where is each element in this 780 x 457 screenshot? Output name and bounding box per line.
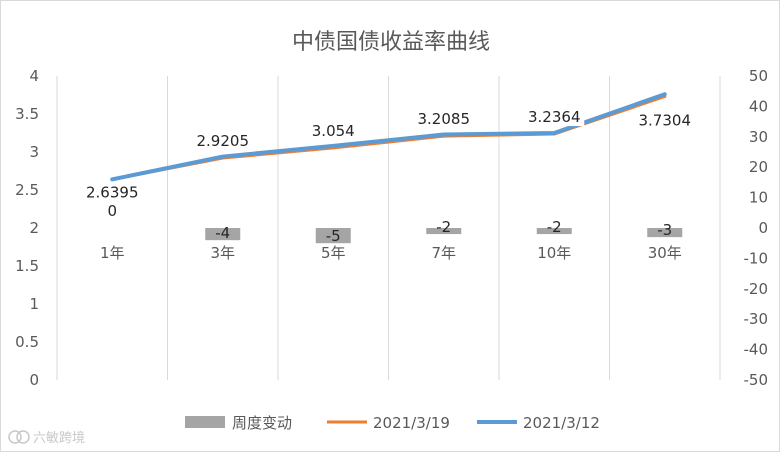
bar-data-label: -3	[657, 221, 672, 239]
series-point	[221, 155, 224, 158]
left-axis: 0 0.5 1 1.5 2 2.5 3 3.5 4	[15, 67, 39, 389]
right-axis-tick-label: 30	[749, 128, 768, 146]
category-label: 30年	[648, 244, 682, 262]
line-data-label: 3.054	[312, 122, 355, 140]
left-axis-tick-label: 0.5	[15, 333, 39, 351]
category-label: 1年	[100, 244, 125, 262]
right-axis-tick-label: -50	[744, 371, 769, 389]
watermark-text: 六敏跨境	[33, 431, 85, 446]
right-axis-tick-label: -40	[744, 341, 769, 359]
bar-data-label: 0	[107, 202, 117, 220]
left-axis-tick-label: 3.5	[15, 105, 39, 123]
line-data-label: 3.2085	[418, 110, 471, 128]
category-label: 5年	[321, 244, 346, 262]
legend-bar-swatch	[185, 416, 225, 428]
legend-label: 周度变动	[232, 414, 292, 432]
left-axis-tick-label: 4	[29, 67, 39, 85]
grid-layer	[57, 76, 720, 380]
left-axis-tick-label: 1	[29, 295, 39, 313]
line-data-label: 3.7304	[639, 111, 692, 129]
series-point	[442, 133, 445, 136]
right-axis-tick-label: 10	[749, 189, 768, 207]
watermark: 六敏跨境	[9, 431, 85, 446]
right-axis-tick-label: -30	[744, 310, 769, 328]
legend: 周度变动 2021/3/19 2021/3/12	[185, 414, 600, 432]
bar-data-label: -5	[326, 227, 341, 245]
bar-data-label: -2	[436, 218, 451, 236]
category-label: 3年	[210, 244, 235, 262]
left-axis-tick-label: 2.5	[15, 181, 39, 199]
left-axis-tick-label: 3	[29, 143, 39, 161]
watermark-logo-icon	[9, 431, 29, 443]
right-axis-tick-label: 0	[758, 219, 768, 237]
right-axis-tick-label: 40	[749, 97, 768, 115]
right-axis-tick-label: 50	[749, 67, 768, 85]
category-label: 7年	[431, 244, 456, 262]
line-data-label: 2.6395	[86, 183, 139, 201]
legend-label: 2021/3/12	[523, 414, 600, 432]
left-axis-tick-label: 0	[29, 371, 39, 389]
chart-title: 中债国债收益率曲线	[292, 30, 490, 55]
bar-data-label: -4	[215, 224, 230, 242]
line-data-label: 3.2364	[528, 108, 581, 126]
category-axis: 1年 3年 5年 7年 10年 30年	[100, 244, 682, 262]
line-data-label: 2.9205	[197, 132, 250, 150]
right-axis-tick-label: -20	[744, 280, 769, 298]
right-axis: -50 -40 -30 -20 -10 0 10 20 30 40 50	[744, 67, 769, 389]
category-label: 10年	[537, 244, 571, 262]
left-axis-tick-label: 1.5	[15, 257, 39, 275]
legend-label: 2021/3/19	[373, 414, 450, 432]
right-axis-tick-label: 20	[749, 158, 768, 176]
left-axis-tick-label: 2	[29, 219, 39, 237]
series-point	[553, 132, 556, 135]
bar-data-label: -2	[547, 218, 562, 236]
right-axis-tick-label: -10	[744, 249, 769, 267]
series-point	[663, 93, 666, 96]
series-point	[332, 144, 335, 147]
series-point	[111, 178, 114, 181]
